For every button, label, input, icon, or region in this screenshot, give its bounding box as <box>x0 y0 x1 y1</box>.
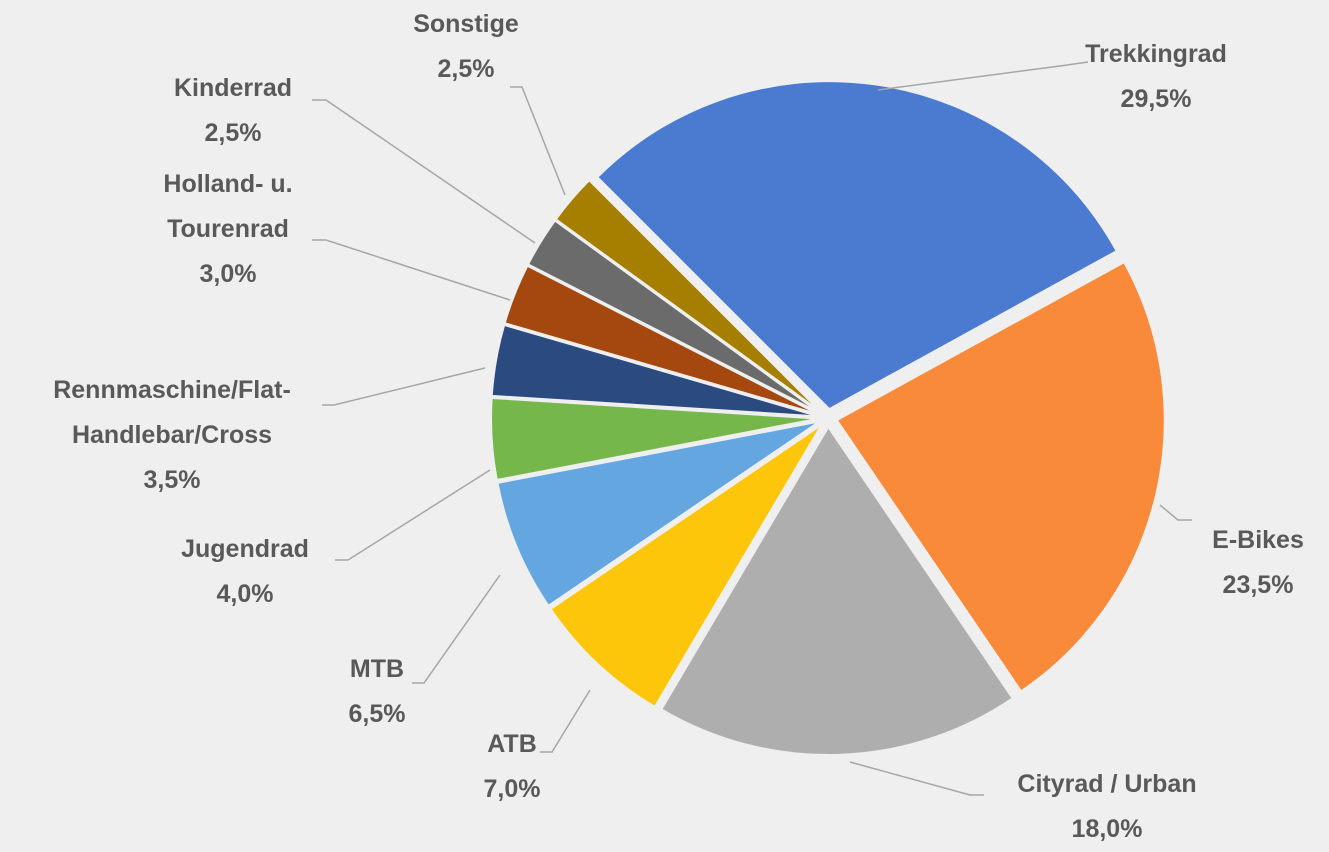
category-label: MTB <box>349 655 405 683</box>
leader-line <box>849 761 984 796</box>
data-label: Sonstige 2,5% <box>396 2 536 92</box>
category-label: E-Bikes <box>1212 526 1304 554</box>
leader-line <box>335 469 491 561</box>
leader-line <box>1159 504 1192 521</box>
leader-line <box>312 99 536 244</box>
leader-line <box>540 689 591 753</box>
category-label: Jugendrad <box>181 535 309 563</box>
category-label: Rennmaschine/Flat-Handlebar/Cross <box>53 376 291 449</box>
value-label: 6,5% <box>348 700 406 728</box>
leader-line <box>412 574 501 684</box>
data-label: MTB 6,5% <box>327 647 427 737</box>
value-label: 3,0% <box>199 260 257 288</box>
pie-slice <box>595 80 1119 411</box>
pie-slice <box>835 260 1166 693</box>
value-label: 3,5% <box>143 466 201 494</box>
category-label: Holland- u. Tourenrad <box>163 170 293 243</box>
data-label: Holland- u. Tourenrad 3,0% <box>138 162 318 297</box>
data-label: Trekkingrad 29,5% <box>1046 32 1266 122</box>
pie-slice <box>549 423 823 709</box>
category-label: ATB <box>487 730 537 758</box>
value-label: 29,5% <box>1120 85 1192 113</box>
leader-line <box>322 367 486 406</box>
value-label: 7,0% <box>483 775 541 803</box>
category-label: Sonstige <box>413 10 519 38</box>
data-label: Jugendrad 4,0% <box>145 527 345 617</box>
data-label: ATB 7,0% <box>462 722 562 812</box>
category-label: Trekkingrad <box>1085 40 1227 68</box>
leader-line <box>877 61 1089 91</box>
data-label: Rennmaschine/Flat-Handlebar/Cross 3,5% <box>7 368 337 503</box>
data-label: Cityrad / Urban 18,0% <box>977 762 1237 852</box>
data-label: Kinderrad 2,5% <box>153 66 313 156</box>
leader-line <box>312 239 511 301</box>
value-label: 4,0% <box>216 580 274 608</box>
pie-slice <box>659 425 1015 756</box>
value-label: 2,5% <box>204 119 262 147</box>
value-label: 23,5% <box>1222 571 1294 599</box>
pie-slice <box>526 219 821 415</box>
category-label: Kinderrad <box>173 74 293 102</box>
pie-slice <box>490 396 820 482</box>
value-label: 18,0% <box>1071 815 1143 843</box>
pie-slice <box>496 420 821 608</box>
pie-slice <box>490 323 820 418</box>
data-label: E-Bikes 23,5% <box>1178 518 1329 608</box>
category-label: Cityrad / Urban <box>1017 770 1197 798</box>
pie-slice <box>554 178 822 413</box>
value-label: 2,5% <box>437 55 495 83</box>
pie-slice <box>503 264 821 416</box>
leader-line <box>510 86 566 196</box>
